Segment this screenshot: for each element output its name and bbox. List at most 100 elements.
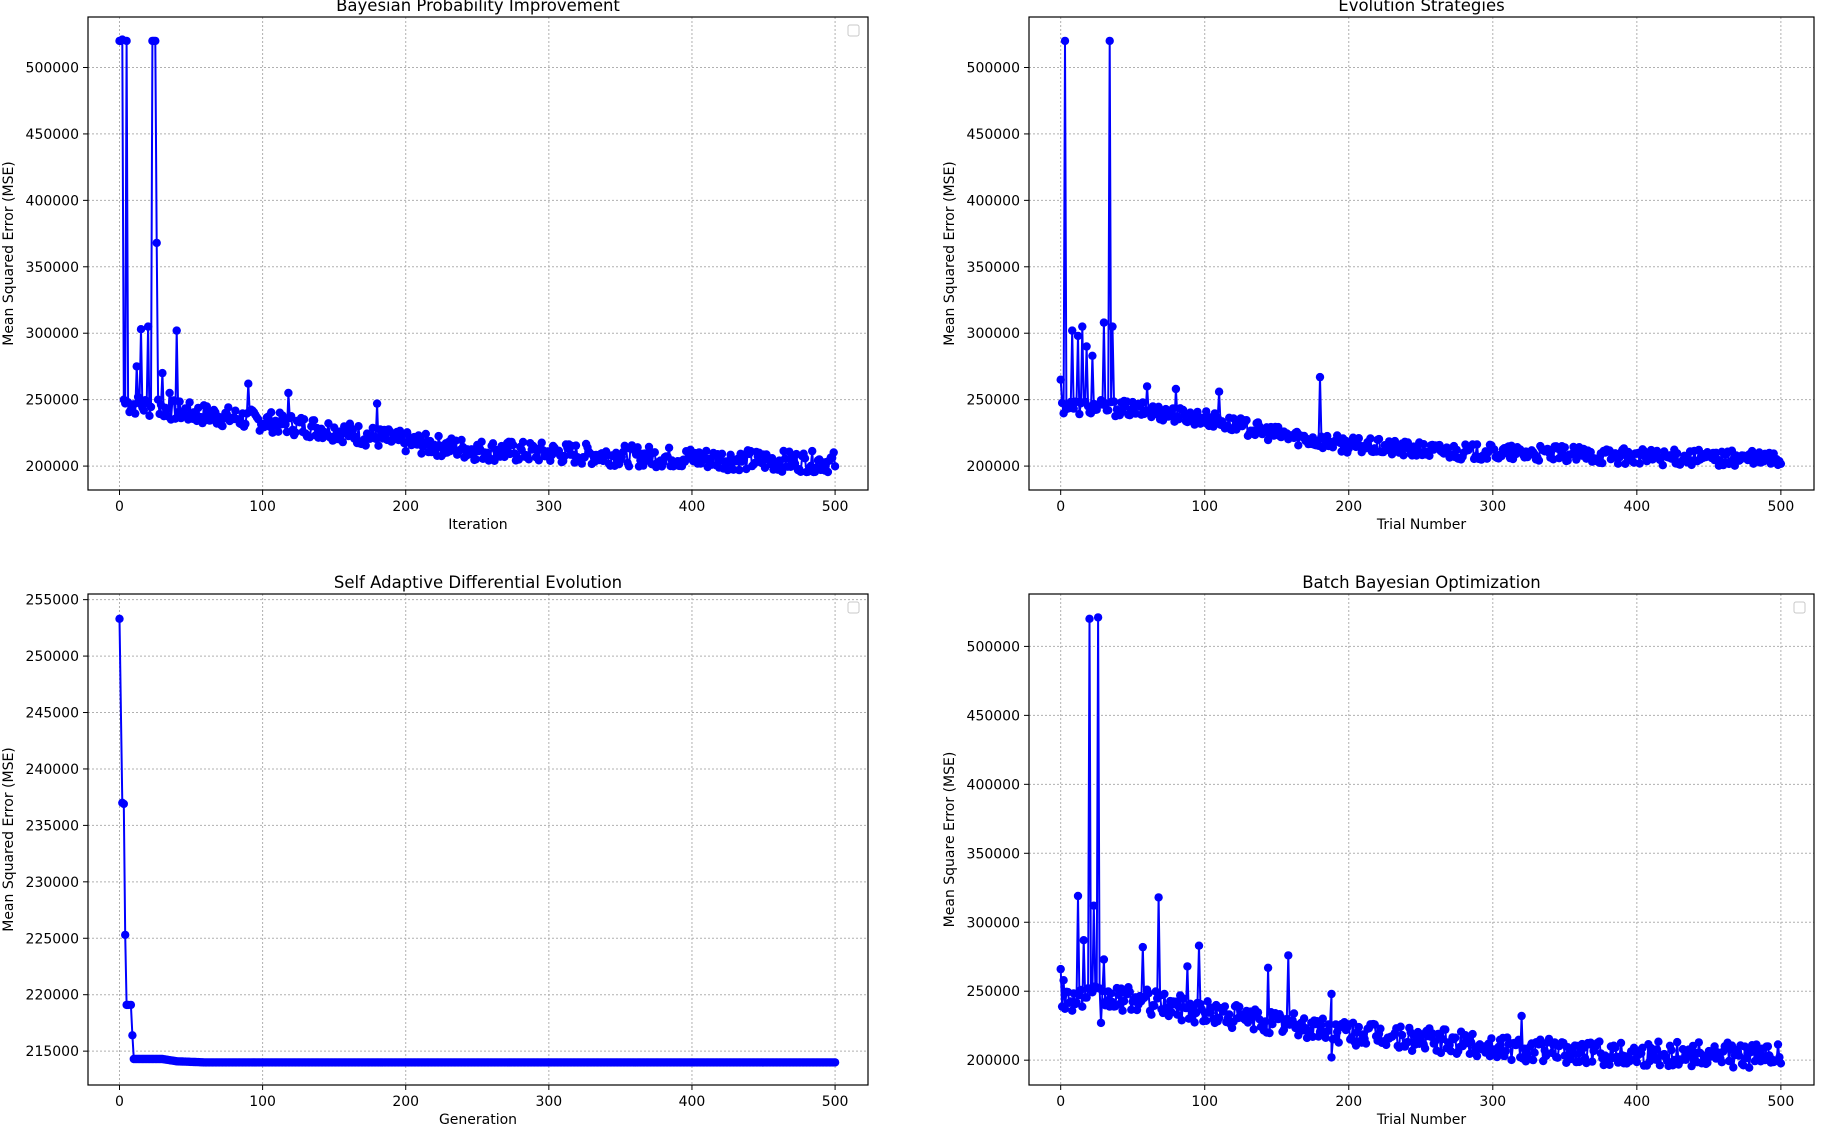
data-point xyxy=(291,428,300,437)
x-tick-label: 300 xyxy=(535,1094,562,1110)
data-point xyxy=(1621,459,1630,468)
data-point xyxy=(1376,1024,1385,1033)
data-point xyxy=(1528,1055,1538,1065)
data-point xyxy=(1105,36,1114,46)
x-tick-label: 200 xyxy=(1335,499,1362,515)
data-point xyxy=(1354,1022,1363,1032)
data-point xyxy=(1078,1002,1087,1011)
data-point xyxy=(374,441,383,450)
data-point xyxy=(534,456,543,465)
data-point xyxy=(1452,445,1461,455)
y-tick-label: 350000 xyxy=(967,260,1020,276)
y-axis-label: Mean Square Error (MSE) xyxy=(942,752,958,928)
data-point xyxy=(1616,1038,1626,1048)
data-point xyxy=(1235,1002,1244,1011)
x-tick-label: 400 xyxy=(1623,499,1650,515)
data-point xyxy=(1327,989,1336,999)
data-point xyxy=(1106,989,1116,998)
y-axis-label: Mean Squared Error (MSE) xyxy=(1,161,17,346)
data-point xyxy=(181,404,190,413)
plot-frame xyxy=(87,593,869,1086)
data-point xyxy=(1059,976,1068,985)
data-point xyxy=(1399,451,1408,460)
y-axis-label: Mean Squared Error (MSE) xyxy=(1,747,17,932)
x-tick-label: 200 xyxy=(1335,1094,1362,1110)
data-point xyxy=(1168,404,1178,413)
data-point xyxy=(1667,1045,1676,1055)
data-point xyxy=(1431,1037,1440,1046)
data-point xyxy=(1138,398,1147,407)
data-point xyxy=(401,447,410,456)
x-tick-label: 200 xyxy=(392,499,419,515)
x-tick-label: 400 xyxy=(679,1094,706,1110)
data-point xyxy=(368,423,377,433)
data-point xyxy=(717,449,727,458)
data-point xyxy=(139,406,148,415)
x-tick-label: 300 xyxy=(1479,1094,1506,1110)
data-point xyxy=(1490,445,1499,454)
data-point xyxy=(224,403,233,412)
y-tick-label: 235000 xyxy=(26,818,79,834)
data-point xyxy=(1177,1016,1186,1025)
data-point xyxy=(830,462,840,471)
data-point xyxy=(1530,1048,1539,1057)
data-point xyxy=(1274,422,1283,432)
series-line xyxy=(1059,39,1782,467)
data-point xyxy=(152,238,161,248)
data-point xyxy=(1104,406,1113,415)
data-point xyxy=(1225,1010,1234,1019)
data-point xyxy=(1325,1020,1335,1029)
data-point xyxy=(1076,985,1086,995)
x-tick-label: 100 xyxy=(249,499,276,515)
data-point xyxy=(1472,1051,1482,1061)
chart-title: Batch Bayesian Optimization xyxy=(1302,573,1541,592)
data-point xyxy=(518,437,528,447)
data-point xyxy=(735,465,744,475)
data-point xyxy=(1419,440,1428,449)
y-tick-label: 225000 xyxy=(26,931,79,947)
data-point xyxy=(1575,1057,1584,1067)
chart-bayesian-probability-improvement: 0 100 200 300 400 500 200000 250000 300000 350000… xyxy=(1,0,869,533)
data-point xyxy=(151,36,160,46)
y-tick-label: 250000 xyxy=(26,393,79,409)
data-point xyxy=(115,614,124,623)
y-tick-label: 250000 xyxy=(26,649,79,665)
data-point xyxy=(1178,994,1188,1003)
y-tick-label: 400000 xyxy=(26,193,79,209)
data-point xyxy=(1069,404,1078,413)
data-point xyxy=(1261,1017,1270,1026)
chart-title: Bayesian Probability Improvement xyxy=(336,0,620,15)
y-tick-label: 450000 xyxy=(967,127,1020,143)
data-point xyxy=(1382,1040,1391,1050)
data-point xyxy=(808,446,817,456)
data-point xyxy=(1652,1045,1662,1054)
x-axis-label: Trial Number xyxy=(1376,517,1467,533)
data-point xyxy=(274,427,283,436)
data-point xyxy=(434,431,443,441)
data-point xyxy=(1517,1011,1526,1021)
data-point xyxy=(338,437,347,447)
data-point xyxy=(1724,1056,1734,1066)
data-point xyxy=(1263,963,1273,972)
data-point xyxy=(1374,434,1384,444)
x-tick-label: 400 xyxy=(679,499,706,515)
y-tick-label: 450000 xyxy=(967,708,1020,724)
data-point xyxy=(1073,331,1083,341)
data-point xyxy=(1321,1033,1330,1042)
data-point xyxy=(415,434,425,444)
data-point xyxy=(1118,1006,1127,1015)
data-point xyxy=(1265,1028,1274,1038)
data-point xyxy=(354,422,363,431)
data-point xyxy=(823,467,833,477)
data-point xyxy=(1144,989,1153,998)
data-point xyxy=(1703,1058,1712,1067)
data-point xyxy=(1366,434,1375,443)
data-point xyxy=(1487,1034,1496,1043)
x-tick-label: 400 xyxy=(1623,1094,1650,1110)
data-point xyxy=(471,455,481,464)
chart-evolution-strategies: 0 100 200 300 400 500 200000 250000 300000 350000… xyxy=(942,0,1815,533)
data-point xyxy=(1202,1016,1211,1025)
y-tick-label: 240000 xyxy=(26,762,79,778)
y-tick-label: 200000 xyxy=(967,459,1020,475)
data-point xyxy=(1289,1009,1299,1018)
